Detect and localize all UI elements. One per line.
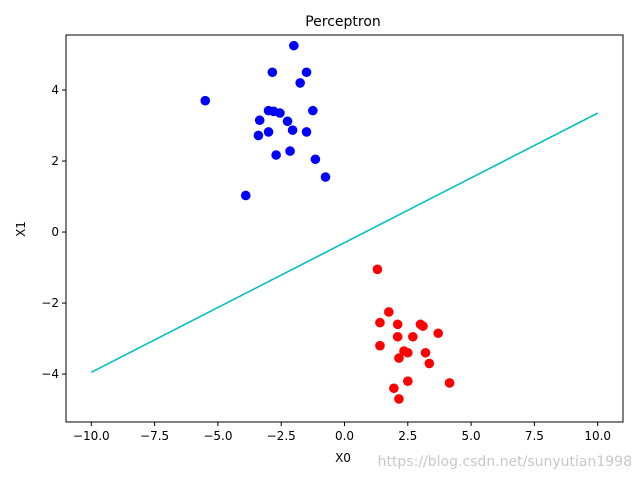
scatter-point-series-1-14 [424,358,435,369]
scatter-point-series-1-6 [433,328,443,339]
scatter-point-series-1-2 [375,317,385,328]
scatter-point-series-1-16 [444,378,455,388]
scatter-point-series-0-11 [263,127,274,137]
x-tick-label-0: −10.0 [73,429,110,443]
scatter-point-series-0-7 [275,108,285,118]
y-tick-label-1: −2 [41,296,59,310]
scatter-point-series-1-0 [372,264,383,275]
scatter-point-series-1-1 [384,307,394,317]
scatter-point-series-0-8 [308,105,318,116]
y-tick-label-3: 2 [51,154,59,168]
watermark: https://blog.csdn.net/sunyutian1998 [378,454,632,470]
line-layer [90,112,599,374]
scatter-point-series-1-18 [394,394,404,404]
scatter-point-series-1-11 [403,347,413,358]
y-tick-label-2: 0 [51,225,59,239]
scatter-point-series-0-0 [289,40,299,51]
scatter-point-series-0-9 [254,115,265,126]
scatter-point-series-0-12 [287,125,298,135]
scatter-point-series-1-9 [375,340,385,351]
y-axis-ticks: −4 −2 0 2 4 [41,83,66,381]
scatter-point-series-0-18 [320,172,331,182]
scatter-point-series-1-7 [392,331,403,342]
points-layer [200,40,455,404]
scatter-point-series-0-19 [240,190,251,201]
scatter-point-series-1-17 [389,383,399,394]
x-tick-label-6: 5.0 [462,429,481,443]
scatter-point-series-0-13 [301,127,312,137]
scatter-point-series-0-16 [271,150,281,160]
x-tick-label-5: 2.5 [398,429,417,443]
x-axis-label: X0 [335,451,351,465]
y-axis-label: X1 [14,221,28,237]
x-tick-label-4: 0.0 [335,429,354,443]
x-tick-label-2: −5.0 [203,429,232,443]
scatter-point-series-0-1 [267,67,278,78]
x-axis-ticks: −10.0 −7.5 −5.0 −2.5 0.0 2.5 5.0 7.5 10.0 [73,422,611,443]
x-tick-label-7: 7.5 [525,429,544,443]
scatter-point-series-1-13 [394,353,404,363]
scatter-point-series-0-14 [253,130,264,141]
x-tick-label-3: −2.5 [267,429,296,443]
scatter-point-series-1-5 [418,321,428,331]
chart-title: Perceptron [305,14,381,30]
plot-area [90,40,599,404]
scatter-point-series-0-4 [200,95,211,106]
scatter-point-series-0-17 [310,154,321,165]
y-tick-label-0: −4 [41,367,59,381]
scatter-point-series-1-3 [392,319,403,330]
scatter-point-series-1-8 [408,331,418,342]
decision-boundary-line [90,112,599,374]
scatter-point-series-1-15 [403,376,413,386]
scatter-point-series-0-10 [282,116,293,127]
scatter-point-series-1-12 [420,347,431,358]
scatter-point-series-0-2 [301,67,312,78]
x-tick-label-8: 10.0 [584,429,611,443]
scatter-point-series-0-3 [295,78,305,88]
x-tick-label-1: −7.5 [140,429,169,443]
y-tick-label-4: 4 [51,83,59,97]
scatter-point-series-0-15 [285,146,295,156]
